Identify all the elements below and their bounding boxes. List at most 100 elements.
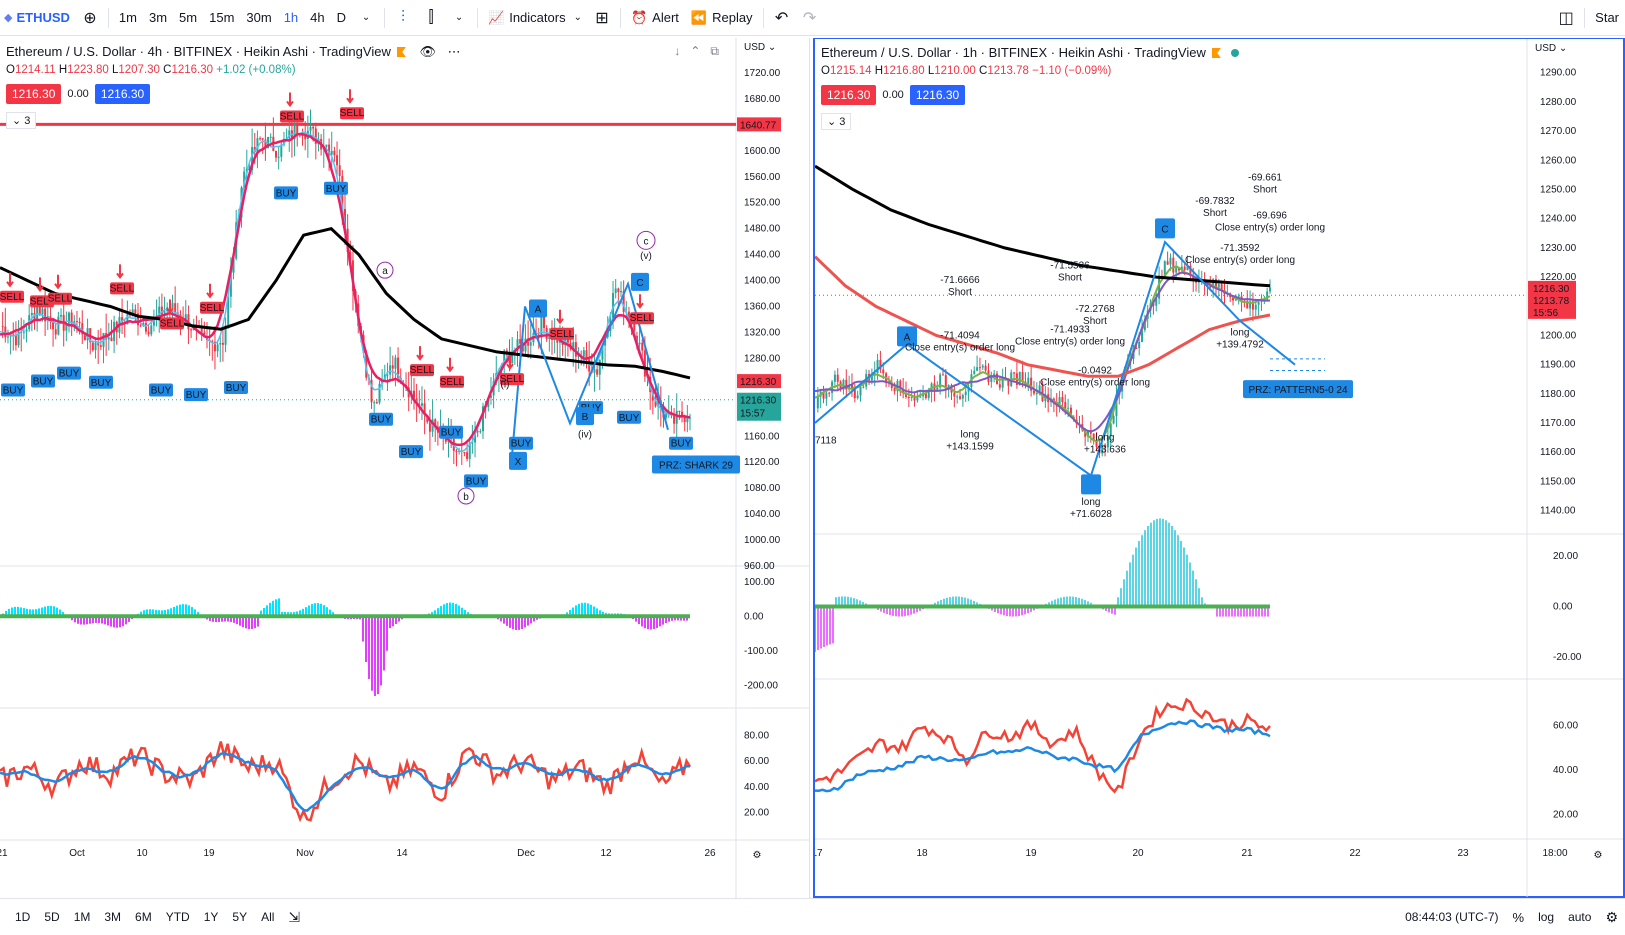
range-1m[interactable]: 1M xyxy=(73,910,91,924)
sell-signal-marker[interactable] xyxy=(340,107,364,120)
range-1d[interactable]: 1D xyxy=(15,910,31,924)
buy-signal-marker[interactable] xyxy=(439,425,463,439)
indicators-collapse-button[interactable]: ⌄ 3 xyxy=(6,112,37,129)
flag-icon[interactable] xyxy=(1211,48,1221,58)
flag-icon[interactable] xyxy=(396,47,406,57)
range-all[interactable]: All xyxy=(261,910,275,924)
chart-panel-right[interactable]: USD ⌄ 1290.00 1280.00 1270.00 1260.00 1250.00… xyxy=(813,38,1625,898)
buy-signal-marker[interactable] xyxy=(149,383,173,397)
indicators-button[interactable]: 📈 Indicators ⌄ xyxy=(482,4,588,32)
auto-scale-toggle[interactable]: auto xyxy=(1568,910,1592,924)
harmonic-pattern-line[interactable] xyxy=(511,280,669,456)
interval-5m[interactable]: 5m xyxy=(179,10,198,25)
timezone-clock[interactable]: 08:44:03 (UTC-7) xyxy=(1405,910,1499,924)
sell-price-button[interactable]: 1216.30 xyxy=(6,84,62,104)
range-3m[interactable]: 3M xyxy=(104,910,122,924)
rsi-line-blue[interactable] xyxy=(0,752,691,813)
chevron-down-icon[interactable]: ⌄ xyxy=(361,12,371,23)
sell-signal-marker[interactable] xyxy=(48,292,72,305)
candle-style-icon[interactable]: ⫿ xyxy=(428,8,434,26)
arrow-down-icon[interactable]: ↓ xyxy=(674,44,681,58)
percent-scale-toggle[interactable]: % xyxy=(1512,909,1525,925)
range-5y[interactable]: 5Y xyxy=(232,910,248,924)
redo-icon[interactable]: ↷ xyxy=(802,9,817,27)
sell-signal-marker[interactable] xyxy=(0,290,24,303)
buy-signal-marker[interactable] xyxy=(31,374,55,388)
buy-price-button[interactable]: 1216.30 xyxy=(909,85,966,105)
rsi-line-red[interactable] xyxy=(0,741,692,823)
buy-signal-marker[interactable] xyxy=(324,181,348,195)
buy-signal-marker[interactable] xyxy=(399,445,423,459)
pattern-point-marker[interactable] xyxy=(576,407,594,426)
pattern-point-marker[interactable] xyxy=(631,272,649,291)
sell-signal-marker[interactable] xyxy=(410,364,434,377)
ema-200-line[interactable] xyxy=(0,227,691,380)
pattern-point-marker[interactable] xyxy=(509,451,527,470)
buy-signal-marker[interactable] xyxy=(369,412,393,426)
undo-icon[interactable]: ↶ xyxy=(774,9,789,27)
sell-signal-marker[interactable] xyxy=(440,375,464,388)
sell-signal-marker[interactable] xyxy=(630,312,654,325)
buy-signal-marker[interactable] xyxy=(274,186,298,200)
buy-signal-marker[interactable] xyxy=(57,366,81,380)
eye-icon[interactable]: 👁 xyxy=(419,44,436,59)
bar-style-icon[interactable]: ⫶ xyxy=(401,8,406,26)
range-6m[interactable]: 6M xyxy=(135,910,152,924)
prz-label-box[interactable] xyxy=(1243,380,1353,399)
more-icon[interactable]: ⋯ xyxy=(447,44,461,59)
buy-signal-marker[interactable] xyxy=(184,388,208,402)
collapse-icon[interactable]: ⌃ xyxy=(690,44,701,58)
range-1y[interactable]: 1Y xyxy=(203,910,219,924)
star-button[interactable]: Star xyxy=(1589,4,1625,32)
pattern-point-marker[interactable] xyxy=(1155,218,1175,239)
long-entry-marker[interactable] xyxy=(1081,474,1101,495)
interval-1m[interactable]: 1m xyxy=(118,10,137,25)
interval-3m[interactable]: 3m xyxy=(148,10,168,25)
interval-4h[interactable]: 4h xyxy=(310,10,325,25)
sell-price-button[interactable]: 1216.30 xyxy=(821,85,877,105)
maximize-icon[interactable]: ⧉ xyxy=(710,44,719,58)
interval-30m[interactable]: 30m xyxy=(246,10,272,25)
ema-200-line[interactable] xyxy=(815,164,1271,288)
buy-signal-marker[interactable] xyxy=(464,474,488,488)
buy-signal-marker[interactable] xyxy=(509,436,533,450)
pattern-point-marker[interactable] xyxy=(529,299,547,318)
buy-price-button[interactable]: 1216.30 xyxy=(94,84,151,104)
buy-signal-marker[interactable] xyxy=(89,375,113,389)
ema-line[interactable] xyxy=(0,132,691,447)
buy-signal-marker[interactable] xyxy=(1,383,25,397)
goto-date-icon[interactable]: ⇲ xyxy=(288,908,301,925)
chevron-down-icon[interactable]: ⌄ xyxy=(454,12,464,23)
chart-canvas-right[interactable]: USD ⌄ 1290.00 1280.00 1270.00 1260.00 1250.00… xyxy=(815,39,1623,897)
harmonic-pattern-line[interactable] xyxy=(815,240,1296,478)
ema-line[interactable] xyxy=(815,255,1271,378)
symbol-search[interactable]: ◆ ETHUSD xyxy=(0,4,76,32)
prz-label-box[interactable] xyxy=(652,455,740,474)
sell-signal-marker[interactable] xyxy=(280,110,304,123)
buy-signal-marker[interactable] xyxy=(224,380,248,394)
log-scale-toggle[interactable]: log xyxy=(1538,910,1555,924)
alert-button[interactable]: ⏰ Alert xyxy=(625,4,685,32)
sell-signal-marker[interactable] xyxy=(160,317,184,330)
rsi-line-blue[interactable] xyxy=(815,719,1271,793)
interval-d[interactable]: D xyxy=(336,10,347,25)
interval-1h[interactable]: 1h xyxy=(283,10,299,25)
split-layout-icon[interactable]: ◫ xyxy=(1558,9,1574,27)
range-ytd[interactable]: YTD xyxy=(165,910,190,924)
sell-signal-marker[interactable] xyxy=(110,282,134,295)
layout-grid-icon[interactable]: ⊞ xyxy=(595,9,609,27)
pattern-point-marker[interactable] xyxy=(897,326,917,347)
chart-panel-left[interactable]: USD ⌄1720.001680.001640.001600.001560.00… xyxy=(0,38,810,898)
sell-signal-marker[interactable] xyxy=(550,327,574,340)
range-5d[interactable]: 5D xyxy=(44,910,60,924)
interval-15m[interactable]: 15m xyxy=(209,10,235,25)
indicators-collapse-button[interactable]: ⌄ 3 xyxy=(821,113,852,130)
sell-signal-marker[interactable] xyxy=(200,301,224,314)
buy-signal-marker[interactable] xyxy=(617,410,641,424)
compare-add-icon[interactable]: ⊕ xyxy=(83,9,97,27)
rsi-line-red[interactable] xyxy=(815,697,1271,794)
buy-signal-marker[interactable] xyxy=(669,436,693,450)
settings-gear-icon[interactable]: ⚙ xyxy=(1605,908,1618,925)
replay-button[interactable]: ⏪ Replay xyxy=(685,4,759,32)
chart-canvas-left[interactable]: USD ⌄1720.001680.001640.001600.001560.00… xyxy=(0,38,810,898)
